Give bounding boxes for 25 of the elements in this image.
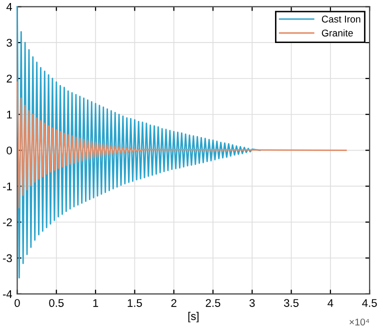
- line-series: [16, 6, 261, 278]
- x-tick-label: 1.5: [128, 299, 142, 307]
- line-series: [16, 81, 347, 208]
- x-tick-label: 3.5: [284, 299, 299, 307]
- y-tick-label: -3: [2, 254, 12, 262]
- y-tick-label: -2: [2, 218, 12, 226]
- x-tick-label: 0: [14, 299, 20, 307]
- y-tick-label: -4: [2, 290, 12, 298]
- x-tick-label: 3: [249, 299, 255, 307]
- x-tick-label: 4: [328, 299, 334, 307]
- y-tick-label: 0: [6, 146, 12, 154]
- x-tick-label: 4.5: [362, 299, 377, 307]
- x-tick-label: 1: [93, 299, 98, 307]
- x-axis-title: [s]: [188, 312, 198, 322]
- y-tick-label: 2: [6, 74, 12, 83]
- y-tick-label: 3: [6, 38, 12, 47]
- y-tick-label: 1: [7, 110, 12, 118]
- x-tick-label: 0.5: [49, 299, 64, 307]
- legend-label: Granite: [322, 29, 353, 36]
- text: ×10⁴: [350, 318, 370, 326]
- x-tick-label: 2.5: [206, 299, 220, 307]
- y-tick-label: -1: [2, 182, 12, 190]
- y-tick-label: 4: [6, 3, 12, 11]
- x-tick-label: 2: [171, 299, 176, 307]
- legend-label: Cast Iron: [322, 16, 360, 23]
